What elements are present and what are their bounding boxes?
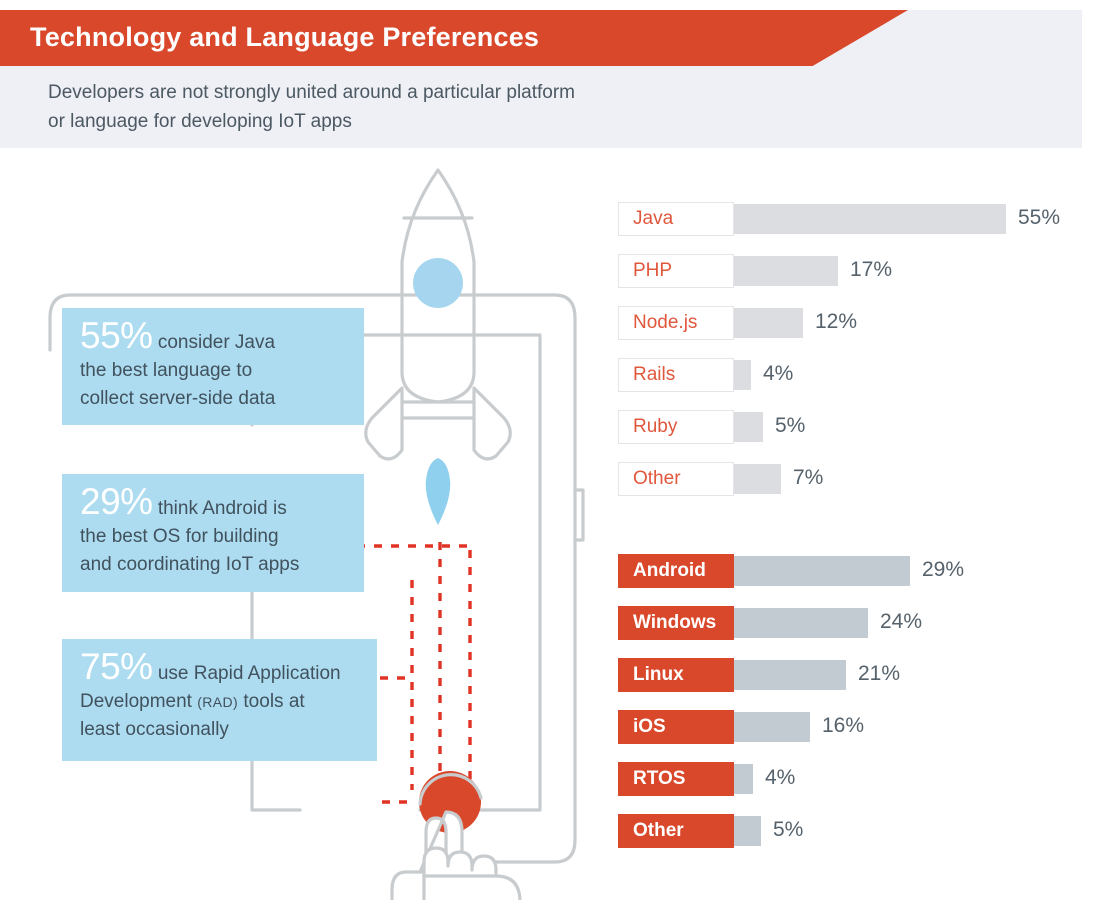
bar-label-other: Other [618, 462, 734, 496]
bar-label-android: Android [618, 554, 734, 588]
callout-line-2: the best OS for building [80, 526, 279, 547]
bar-label-rtos: RTOS [618, 762, 734, 796]
bar-label-linux: Linux [618, 658, 734, 692]
page-subtitle: Developers are not strongly united aroun… [48, 78, 748, 136]
bar-label-php: PHP [618, 254, 734, 288]
bar-label-rails: Rails [618, 358, 734, 392]
bar-value: 24% [880, 610, 923, 633]
header: Technology and Language Preferences Deve… [0, 0, 1098, 152]
bar-label-node-js: Node.js [618, 306, 734, 340]
bar-value: 12% [815, 310, 858, 333]
subtitle-line-1: Developers are not strongly united aroun… [48, 82, 576, 103]
callout-line-2a: Development [80, 691, 198, 712]
rocket-flame [425, 458, 451, 525]
callout-line-3: and coordinating IoT apps [80, 554, 300, 575]
bar-value: 5% [775, 414, 806, 437]
bar-value: 16% [822, 714, 865, 737]
callout-line-3: collect server-side data [80, 388, 276, 409]
bar-value: 7% [793, 466, 824, 489]
bar-label-other: Other [618, 814, 734, 848]
callout-line-3: least occasionally [80, 719, 229, 740]
callout-stat: 29% [80, 481, 153, 522]
bar-value: 4% [763, 362, 794, 385]
bar-label-java: Java [618, 202, 734, 236]
bar-value: 4% [765, 766, 796, 789]
rocket-porthole [413, 258, 463, 308]
callout-line-1: think Android is [152, 498, 287, 519]
page-title: Technology and Language Preferences [30, 22, 540, 52]
bar-value: 5% [773, 818, 804, 841]
callout-android: 29% think Android is the best OS for bui… [62, 474, 364, 592]
callout-line-2b: tools at [238, 691, 305, 712]
callout-line-1: consider Java [152, 332, 276, 353]
bar-label-windows: Windows [618, 606, 734, 640]
title-banner [0, 10, 908, 66]
bar-value: 21% [858, 662, 901, 685]
callout-line-1: use Rapid Application [152, 663, 341, 684]
callout-stat: 55% [80, 315, 153, 356]
tap-button-circle [419, 771, 481, 833]
bar-value: 17% [850, 258, 893, 281]
callout-rad: 75% use Rapid Application Development (R… [62, 639, 377, 761]
bar-label-ruby: Ruby [618, 410, 734, 444]
bar-value: 29% [922, 558, 965, 581]
callout-line-2: the best language to [80, 360, 253, 381]
bar-value: 55% [1018, 206, 1061, 229]
bar-label-ios: iOS [618, 710, 734, 744]
subtitle-line-2: or language for developing IoT apps [48, 111, 352, 132]
callout-java: 55% consider Java the best language to c… [62, 308, 364, 425]
callout-rad-abbrev: (RAD) [197, 694, 239, 710]
callout-stat: 75% [80, 646, 153, 687]
